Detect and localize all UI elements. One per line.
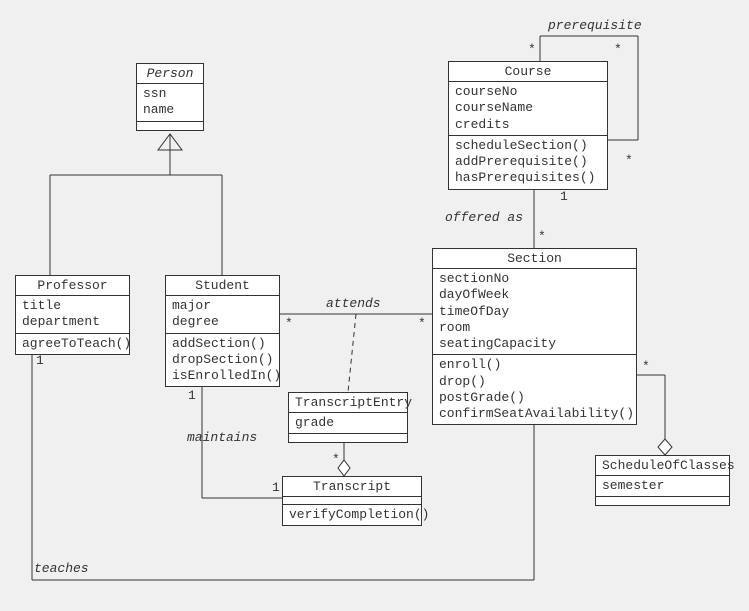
- class-transcript-entry: TranscriptEntry grade: [288, 392, 408, 443]
- class-attrs: sectionNo dayOfWeek timeOfDay room seati…: [433, 269, 636, 355]
- class-attrs: semester: [596, 476, 729, 497]
- mult: *: [418, 316, 426, 331]
- mult: *: [538, 229, 546, 244]
- class-attrs: major degree: [166, 296, 279, 334]
- class-course: Course courseNo courseName credits sched…: [448, 61, 608, 190]
- mult: *: [285, 316, 293, 331]
- class-title: ScheduleOfClasses: [596, 456, 729, 476]
- class-methods: addSection() dropSection() isEnrolledIn(…: [166, 334, 279, 387]
- class-methods: [596, 497, 729, 505]
- class-student: Student major degree addSection() dropSe…: [165, 275, 280, 387]
- class-professor: Professor title department agreeToTeach(…: [15, 275, 130, 355]
- mult: *: [625, 153, 633, 168]
- label-teaches: teaches: [34, 561, 89, 576]
- class-schedule: ScheduleOfClasses semester: [595, 455, 730, 506]
- class-transcript: Transcript verifyCompletion(): [282, 476, 422, 526]
- label-offered-as: offered as: [445, 210, 523, 225]
- class-methods: agreeToTeach(): [16, 334, 129, 354]
- class-title: Course: [449, 62, 607, 82]
- class-attrs: courseNo courseName credits: [449, 82, 607, 136]
- class-section: Section sectionNo dayOfWeek timeOfDay ro…: [432, 248, 637, 425]
- class-methods: enroll() drop() postGrade() confirmSeatA…: [433, 355, 636, 424]
- label-maintains: maintains: [187, 430, 257, 445]
- class-attrs: title department: [16, 296, 129, 334]
- mult: *: [332, 452, 340, 467]
- mult: *: [614, 42, 622, 57]
- class-person: Person ssn name: [136, 63, 204, 131]
- mult: 1: [36, 353, 44, 368]
- mult: *: [528, 42, 536, 57]
- class-title: Transcript: [283, 477, 421, 497]
- class-methods: [137, 122, 203, 130]
- label-prerequisite: prerequisite: [548, 18, 642, 33]
- mult: *: [642, 359, 650, 374]
- class-methods: [289, 434, 407, 442]
- mult: 1: [272, 480, 280, 495]
- class-methods: verifyCompletion(): [283, 505, 421, 525]
- mult: 1: [560, 189, 568, 204]
- label-attends: attends: [326, 296, 381, 311]
- class-attrs: [283, 497, 421, 505]
- class-attrs: ssn name: [137, 84, 203, 122]
- class-title: Section: [433, 249, 636, 269]
- mult: 1: [188, 388, 196, 403]
- class-attrs: grade: [289, 413, 407, 434]
- class-title: TranscriptEntry: [289, 393, 407, 413]
- class-title: Student: [166, 276, 279, 296]
- class-title: Professor: [16, 276, 129, 296]
- class-title: Person: [137, 64, 203, 84]
- class-methods: scheduleSection() addPrerequisite() hasP…: [449, 136, 607, 189]
